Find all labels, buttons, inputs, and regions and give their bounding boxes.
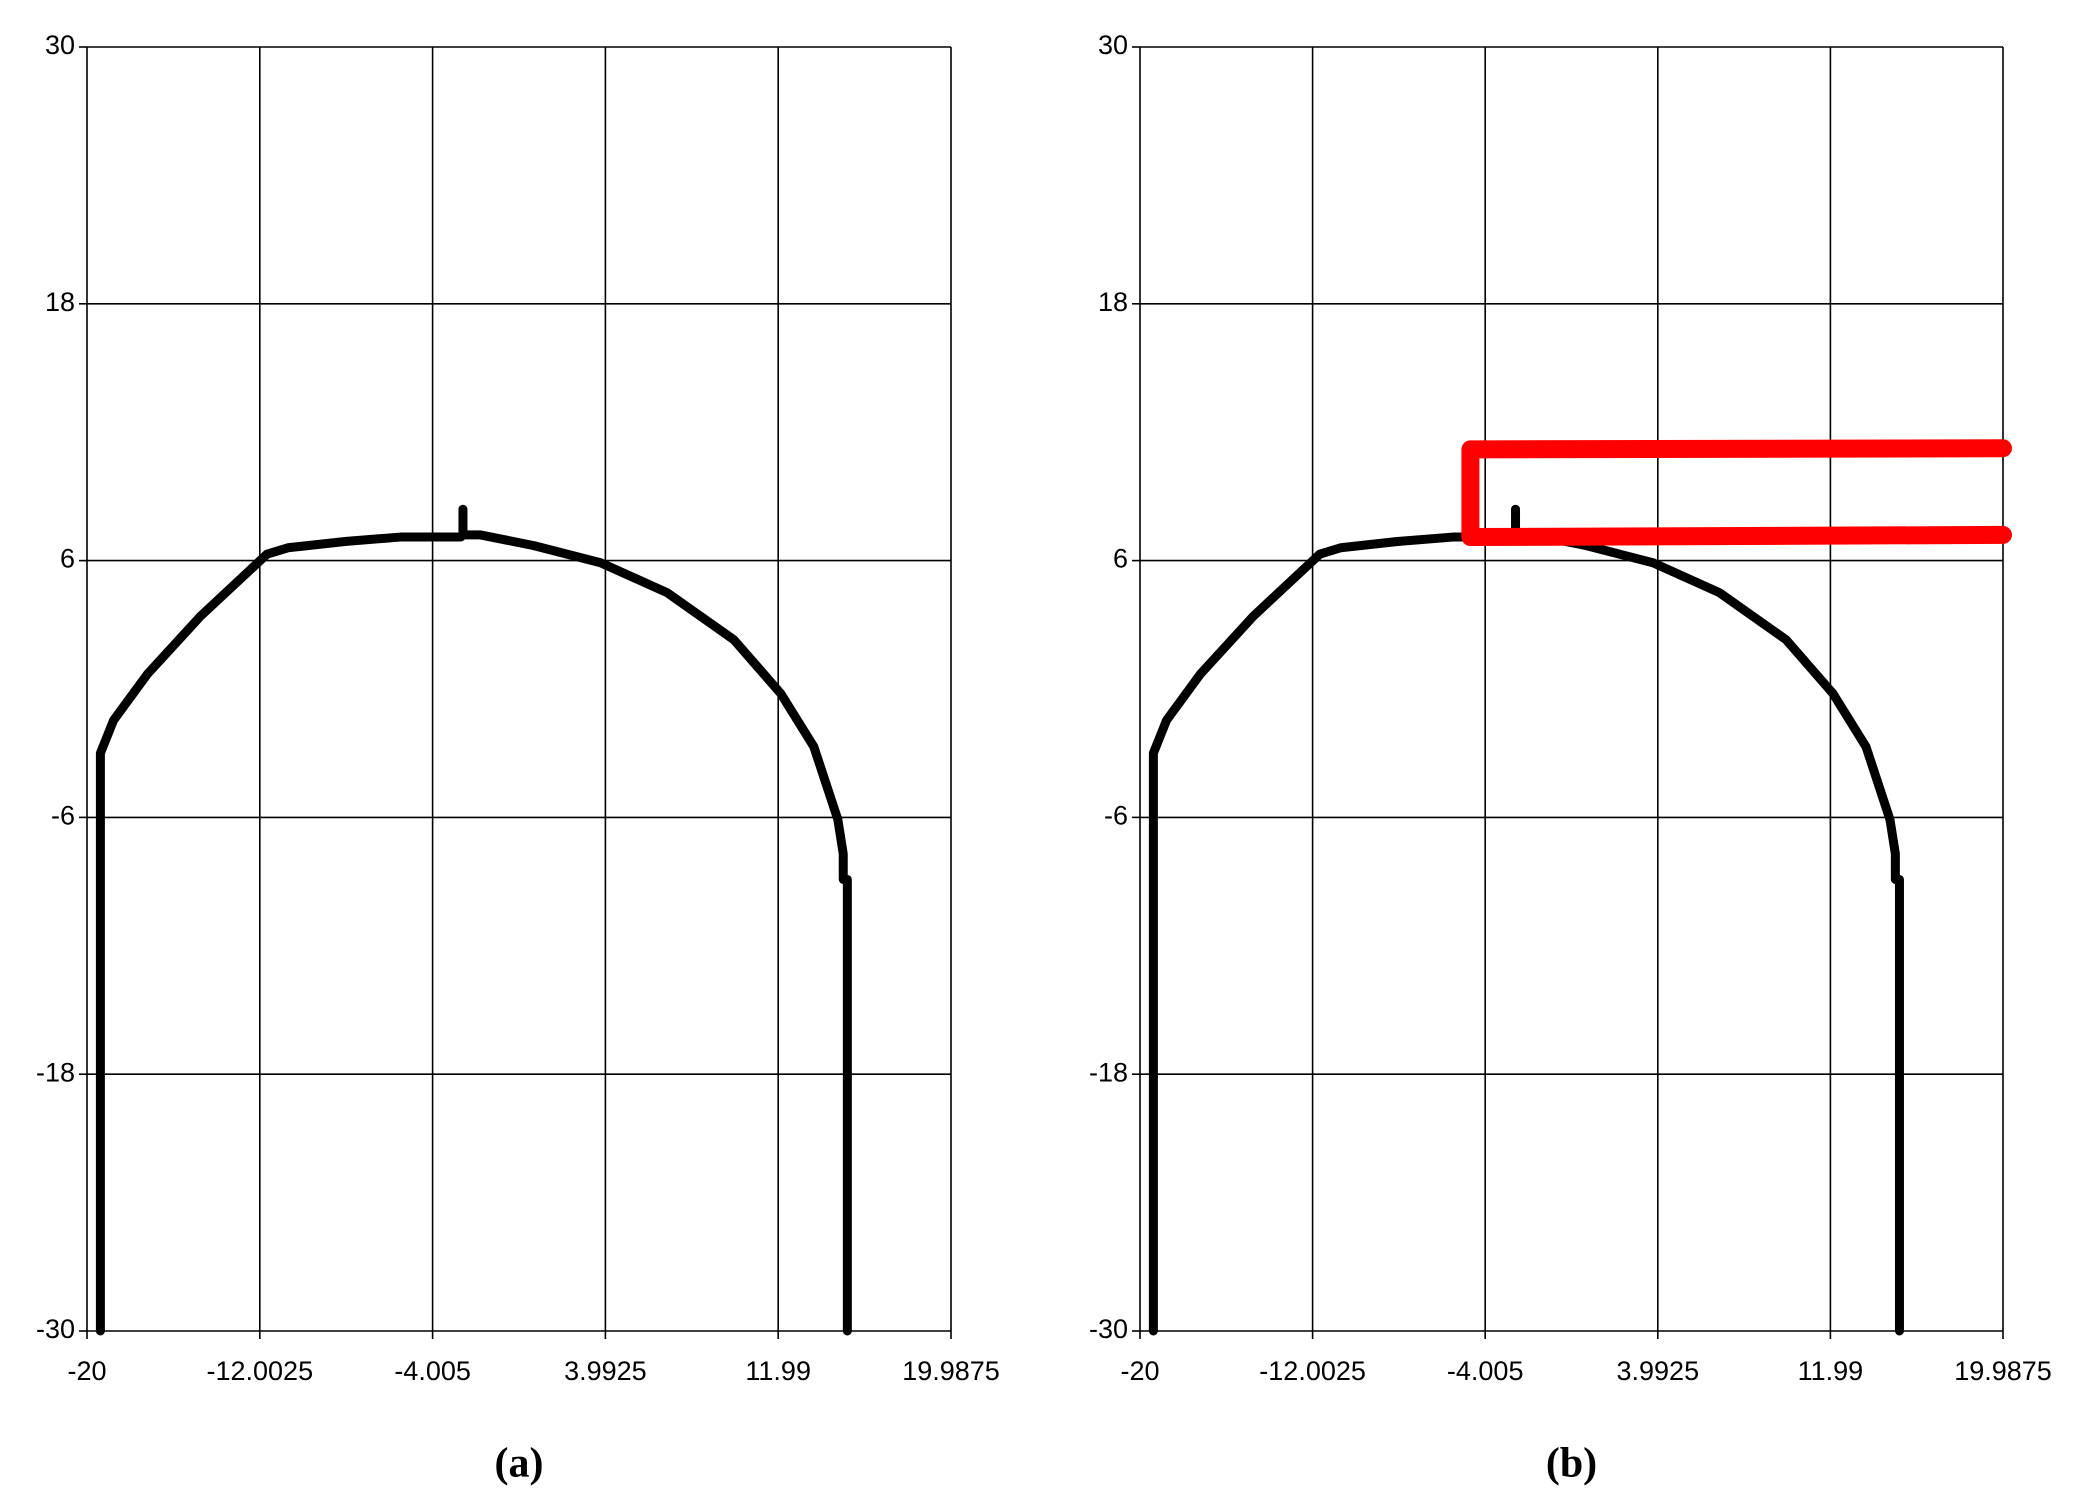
- x-tick-label: 11.99: [1798, 1356, 1864, 1386]
- x-tick-label: -20: [1120, 1356, 1159, 1386]
- x-tick-label: 19.9875: [1954, 1356, 2052, 1386]
- y-tick-label: 18: [45, 287, 75, 317]
- caption: (a): [495, 1441, 544, 1487]
- x-tick-label: -12.0025: [207, 1356, 314, 1386]
- x-tick-label: 3.9925: [1617, 1356, 1700, 1386]
- x-tick-label: 3.9925: [564, 1356, 647, 1386]
- x-tick-label: -20: [67, 1356, 106, 1386]
- y-tick-label: 30: [45, 30, 75, 60]
- x-tick-label: -12.0025: [1259, 1356, 1366, 1386]
- y-tick-label: -6: [51, 801, 75, 831]
- y-tick-label: -30: [1089, 1314, 1128, 1344]
- y-tick-label: -6: [1104, 801, 1128, 831]
- x-tick-label: 11.99: [745, 1356, 811, 1386]
- y-tick-label: -18: [36, 1057, 75, 1087]
- x-tick-label: -4.005: [394, 1356, 471, 1386]
- x-tick-label: 19.9875: [902, 1356, 1000, 1386]
- caption: (b): [1546, 1441, 1597, 1487]
- data-line: [95, 504, 852, 1336]
- data-line: [1148, 504, 1904, 1336]
- y-tick-label: 30: [1098, 30, 1128, 60]
- y-tick-label: -18: [1089, 1057, 1128, 1087]
- y-tick-label: 18: [1098, 287, 1128, 317]
- y-tick-label: 6: [60, 544, 75, 574]
- data-line: [1461, 439, 2012, 547]
- x-tick-label: -4.005: [1447, 1356, 1524, 1386]
- y-tick-label: 6: [1113, 544, 1128, 574]
- y-tick-label: -30: [36, 1314, 75, 1344]
